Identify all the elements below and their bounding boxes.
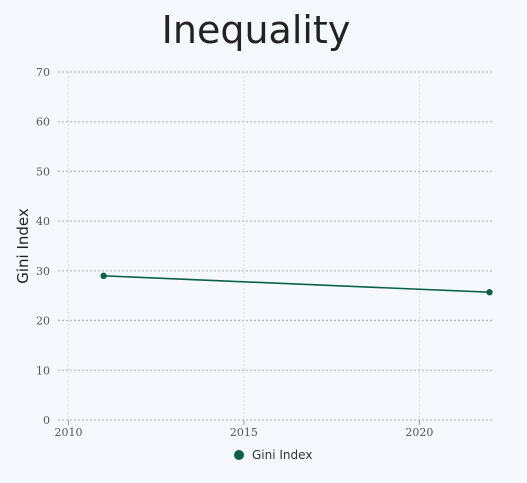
legend-label: Gini Index (252, 448, 312, 462)
y-tick-label: 40 (36, 215, 50, 228)
y-tick-label: 70 (36, 66, 50, 79)
y-tick-label: 0 (43, 414, 50, 427)
x-tick-label: 2015 (230, 426, 258, 439)
y-axis-label: Gini Index (14, 208, 32, 284)
y-tick-label: 10 (36, 364, 50, 377)
legend-marker (234, 450, 244, 460)
y-tick-label: 50 (36, 165, 50, 178)
y-tick-label: 30 (36, 265, 50, 278)
series-line (103, 275, 490, 294)
data-point (100, 272, 107, 280)
y-tick-label: 20 (36, 315, 50, 328)
data-point (486, 289, 493, 296)
chart-title: Inequality (161, 8, 351, 52)
x-tick-label: 2020 (405, 426, 433, 439)
x-tick-label: 2010 (55, 426, 83, 439)
y-tick-label: 60 (36, 116, 50, 129)
